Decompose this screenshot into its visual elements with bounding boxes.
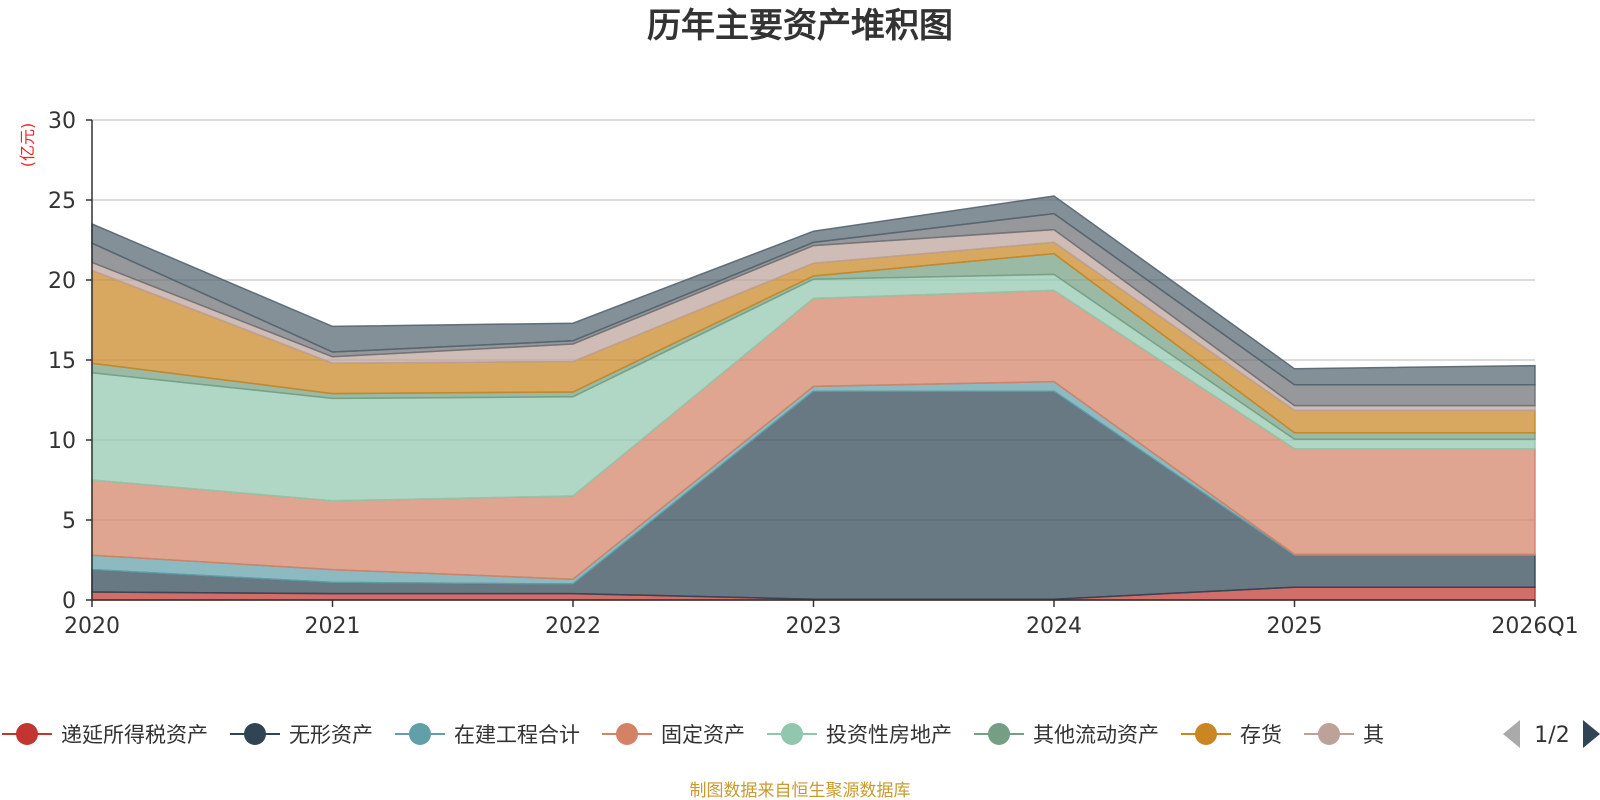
- legend-marker-icon: [16, 723, 38, 745]
- x-tick-label: 2022: [545, 614, 601, 639]
- legend-item[interactable]: 固定资产: [602, 723, 745, 747]
- y-tick-label: 5: [62, 509, 76, 534]
- x-tick-label: 2024: [1026, 614, 1082, 639]
- legend-label: 递延所得税资产: [61, 723, 208, 747]
- x-tick-label: 2023: [786, 614, 842, 639]
- chart-title: 历年主要资产堆积图: [647, 6, 953, 46]
- legend-marker-icon: [1195, 723, 1217, 745]
- legend-marker-icon: [409, 723, 431, 745]
- y-tick-label: 30: [48, 109, 76, 134]
- x-tick-label: 2020: [64, 614, 120, 639]
- area-series: [91, 195, 1536, 386]
- legend-label: 投资性房地产: [826, 723, 952, 747]
- legend-label: 其: [1363, 723, 1384, 747]
- legend-item[interactable]: 无形资产: [230, 723, 373, 747]
- legend-label: 其他流动资产: [1033, 723, 1159, 747]
- y-tick-labels: 0 5 10 15 20 25 30: [48, 109, 76, 614]
- legend-marker-icon: [781, 723, 803, 745]
- y-tick-label: 10: [48, 429, 76, 454]
- legend-item[interactable]: 其: [1304, 723, 1384, 747]
- legend-item[interactable]: 其他流动资产: [974, 723, 1159, 747]
- legend-prev-page-icon[interactable]: [1503, 720, 1520, 748]
- legend-pager: 1/2: [1503, 720, 1600, 748]
- x-tick-label: 2025: [1267, 614, 1323, 639]
- stacked-areas: [91, 195, 1536, 601]
- legend-item[interactable]: 存货: [1181, 723, 1282, 747]
- legend-label: 存货: [1240, 723, 1282, 747]
- legend: 递延所得税资产 无形资产 在建工程合计 固定资产 投资性房地产 其他流动资产 存货 其: [2, 723, 1384, 747]
- y-tick-label: 15: [48, 349, 76, 374]
- data-source-note: 制图数据来自恒生聚源数据库: [690, 781, 911, 800]
- x-tick-label: 2026Q1: [1491, 614, 1578, 639]
- legend-item[interactable]: 递延所得税资产: [2, 723, 208, 747]
- y-axis-unit-label: (亿元): [18, 123, 37, 168]
- x-tick-labels: 2020 2021 2022 2023 2024 2025 2026Q1: [64, 614, 1579, 639]
- legend-item[interactable]: 在建工程合计: [395, 723, 580, 747]
- legend-item[interactable]: 投资性房地产: [767, 723, 952, 747]
- legend-marker-icon: [988, 723, 1010, 745]
- x-tick-label: 2021: [305, 614, 361, 639]
- legend-marker-icon: [244, 723, 266, 745]
- legend-label: 在建工程合计: [454, 723, 580, 747]
- y-tick-label: 20: [48, 269, 76, 294]
- legend-marker-icon: [616, 723, 638, 745]
- axes: [86, 119, 1536, 607]
- legend-marker-icon: [1318, 723, 1340, 745]
- legend-page-indicator: 1/2: [1534, 723, 1569, 748]
- y-tick-label: 25: [48, 189, 76, 214]
- legend-label: 无形资产: [289, 723, 373, 747]
- y-tick-label: 0: [62, 589, 76, 614]
- legend-label: 固定资产: [661, 723, 745, 747]
- legend-next-page-icon[interactable]: [1583, 720, 1600, 748]
